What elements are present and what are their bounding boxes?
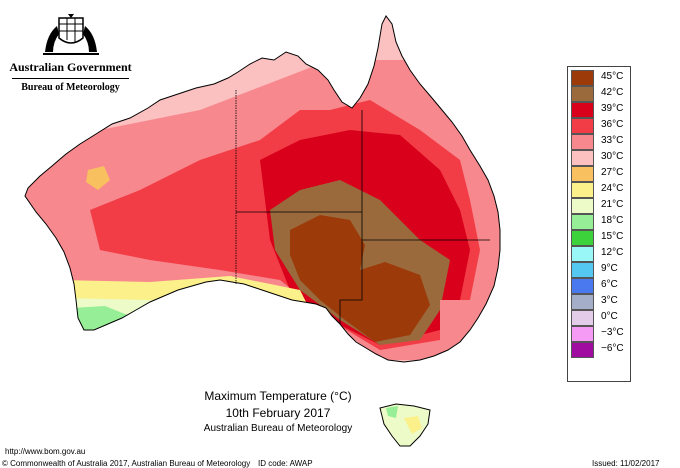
legend-swatch (571, 70, 594, 86)
legend-item: 3°C (571, 294, 628, 310)
government-title: Australian Government (9, 60, 132, 74)
legend-swatch (571, 310, 594, 326)
legend-label: 15°C (601, 231, 624, 242)
legend-label: 36°C (601, 119, 624, 130)
legend-item: −6°C (571, 342, 628, 358)
legend-label: 3°C (601, 295, 618, 306)
map-date: 10th February 2017 (225, 406, 331, 420)
map-title: Maximum Temperature (°C) (204, 389, 352, 403)
legend-swatch (571, 230, 594, 246)
legend-item: 42°C (571, 86, 628, 102)
legend-swatch (571, 246, 594, 262)
legend-swatch (571, 86, 594, 102)
legend-label: 30°C (601, 151, 624, 162)
legend-label: −6°C (601, 343, 624, 354)
legend-label: 12°C (601, 247, 624, 258)
legend-swatch (571, 326, 594, 342)
tasmania (379, 403, 431, 447)
government-logo: Australian Government Bureau of Meteorol… (8, 12, 133, 93)
logo-divider (12, 78, 129, 79)
temperature-legend: 45°C 42°C 39°C 36°C 33°C 30°C 27°C 24°C 21°C 18°C… (567, 66, 631, 382)
legend-label: 42°C (601, 87, 624, 98)
legend-item: 12°C (571, 246, 628, 262)
legend-swatch (571, 342, 594, 358)
legend-label: 33°C (601, 135, 624, 146)
legend-swatch (571, 182, 594, 198)
map-source: Australian Bureau of Meteorology (203, 423, 353, 434)
legend-swatch (571, 134, 594, 150)
legend-swatch (571, 150, 594, 166)
legend-item: 36°C (571, 118, 628, 134)
bureau-title: Bureau of Meteorology (21, 82, 120, 93)
legend-swatch (571, 198, 594, 214)
legend-label: 0°C (601, 311, 618, 322)
map-caption: Maximum Temperature (°C) 10th February 2… (128, 389, 428, 434)
legend-item: 18°C (571, 214, 628, 230)
legend-item: −3°C (571, 326, 628, 342)
legend-label: 45°C (601, 71, 624, 82)
legend-item: 6°C (571, 278, 628, 294)
crest-icon (42, 14, 99, 55)
legend-label: 27°C (601, 167, 624, 178)
legend-label: 39°C (601, 103, 624, 114)
legend-label: 24°C (601, 183, 624, 194)
legend-swatch (571, 278, 594, 294)
legend-swatch (571, 118, 594, 134)
legend-label: 18°C (601, 215, 624, 226)
legend-label: 6°C (601, 279, 618, 290)
legend-item: 33°C (571, 134, 628, 150)
legend-item: 15°C (571, 230, 628, 246)
footer-issued: Issued: 11/02/2017 (592, 459, 660, 468)
legend-swatch (571, 262, 594, 278)
mainland-outline (24, 15, 501, 363)
legend-swatch (571, 102, 594, 118)
footer-id-code: ID code: AWAP (258, 459, 313, 468)
footer-url[interactable]: http://www.bom.gov.au (5, 447, 86, 456)
legend-swatch (571, 166, 594, 182)
legend-item: 24°C (571, 182, 628, 198)
legend-item: 21°C (571, 198, 628, 214)
legend-item: 45°C (571, 70, 628, 86)
legend-label: −3°C (601, 327, 624, 338)
legend-item: 0°C (571, 310, 628, 326)
legend-swatch (571, 294, 594, 310)
legend-item: 9°C (571, 262, 628, 278)
legend-item: 27°C (571, 166, 628, 182)
state-borders (235, 90, 490, 324)
legend-label: 21°C (601, 199, 624, 210)
footer-copyright: © Commonwealth of Australia 2017, Austra… (2, 459, 251, 468)
legend-swatch (571, 214, 594, 230)
legend-item: 30°C (571, 150, 628, 166)
legend-item: 39°C (571, 102, 628, 118)
legend-label: 9°C (601, 263, 618, 274)
